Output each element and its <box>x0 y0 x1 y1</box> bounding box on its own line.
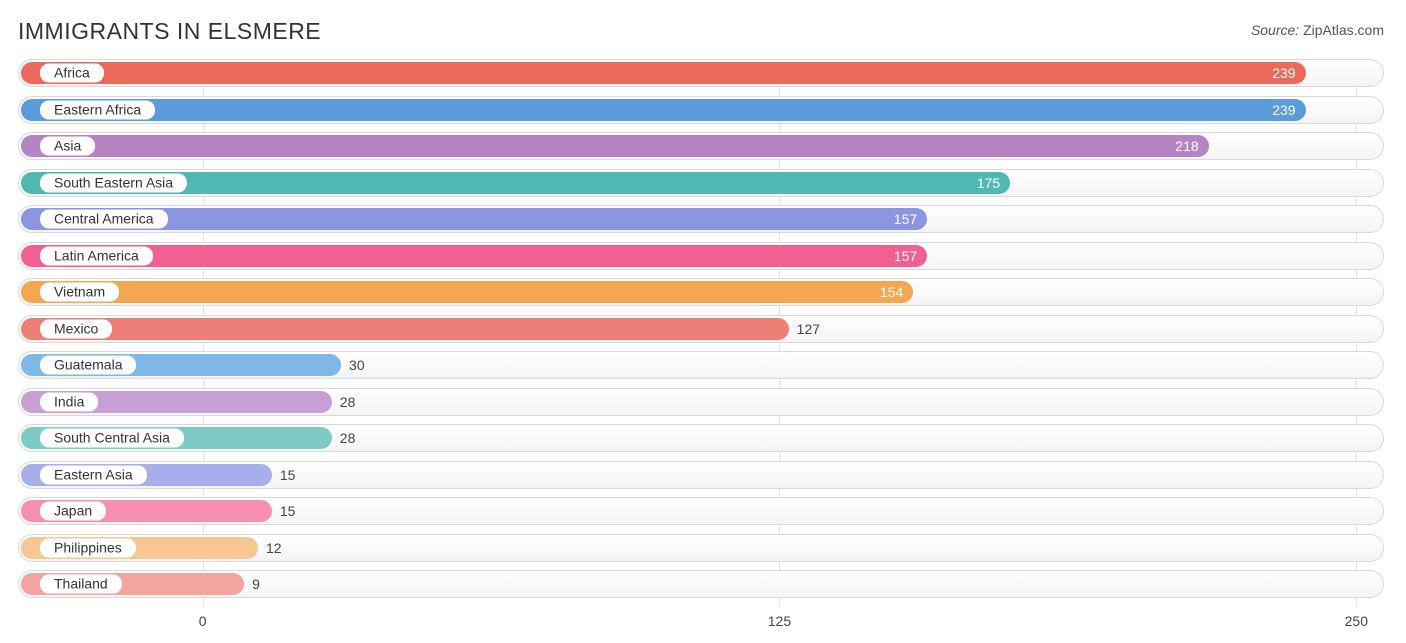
category-label: Mexico <box>54 320 98 336</box>
source-attribution: Source: ZipAtlas.com <box>1251 18 1384 38</box>
bar-fill <box>21 62 1306 84</box>
category-pill: Africa <box>39 63 105 84</box>
category-label: Africa <box>54 65 90 81</box>
category-label: Eastern Asia <box>54 466 133 482</box>
category-label: Asia <box>54 138 81 154</box>
bar-row: Asia 218 <box>18 132 1384 160</box>
category-label: Guatemala <box>54 357 122 373</box>
x-axis-tick-label: 125 <box>768 613 791 629</box>
category-label: Thailand <box>54 576 108 592</box>
x-axis-tick-label: 250 <box>1345 613 1368 629</box>
value-label: 157 <box>894 211 917 227</box>
bar-fill <box>21 281 913 303</box>
category-pill: Central America <box>39 209 169 230</box>
source-label: Source: <box>1251 22 1299 38</box>
category-pill: Mexico <box>39 318 113 339</box>
value-label: 239 <box>1272 102 1295 118</box>
category-pill: South Eastern Asia <box>39 172 188 193</box>
header: IMMIGRANTS IN ELSMERE Source: ZipAtlas.c… <box>18 18 1384 45</box>
chart-container: IMMIGRANTS IN ELSMERE Source: ZipAtlas.c… <box>0 0 1406 643</box>
bar-row: Philippines 12 <box>18 534 1384 562</box>
bar-row: Thailand 9 <box>18 570 1384 598</box>
category-label: Philippines <box>54 539 122 555</box>
category-pill: Asia <box>39 136 96 157</box>
category-pill: Japan <box>39 501 107 522</box>
value-label: 30 <box>349 357 365 373</box>
value-label: 218 <box>1175 138 1198 154</box>
bar-row: Japan 15 <box>18 497 1384 525</box>
x-axis: 0 125 250 <box>18 607 1384 637</box>
bar-rows: Africa 239 Eastern Africa 239 Asia 218 South E… <box>18 59 1384 598</box>
category-pill: Guatemala <box>39 355 137 376</box>
value-label: 28 <box>340 394 356 410</box>
category-label: Latin America <box>54 247 139 263</box>
bar-row: Eastern Asia 15 <box>18 461 1384 489</box>
value-label: 175 <box>977 175 1000 191</box>
bar-row: India 28 <box>18 388 1384 416</box>
category-pill: India <box>39 391 99 412</box>
bar-row: Central America 157 <box>18 205 1384 233</box>
bar-row: South Eastern Asia 175 <box>18 169 1384 197</box>
category-pill: Vietnam <box>39 282 120 303</box>
bar-row: Guatemala 30 <box>18 351 1384 379</box>
bar-fill <box>21 135 1209 157</box>
value-label: 15 <box>280 503 296 519</box>
bar-row: Eastern Africa 239 <box>18 96 1384 124</box>
category-pill: Eastern Asia <box>39 464 148 485</box>
category-label: Central America <box>54 211 154 227</box>
category-pill: Thailand <box>39 574 123 595</box>
category-label: Japan <box>54 503 92 519</box>
bar-fill <box>21 318 789 340</box>
bar-row: Africa 239 <box>18 59 1384 87</box>
category-pill: Philippines <box>39 537 137 558</box>
bar-row: Vietnam 154 <box>18 278 1384 306</box>
category-pill: Eastern Africa <box>39 99 156 120</box>
source-name: ZipAtlas.com <box>1303 22 1384 38</box>
value-label: 127 <box>797 321 820 337</box>
category-label: South Central Asia <box>54 430 170 446</box>
value-label: 154 <box>880 284 903 300</box>
value-label: 157 <box>894 248 917 264</box>
category-label: Vietnam <box>54 284 105 300</box>
bar-row: South Central Asia 28 <box>18 424 1384 452</box>
category-label: India <box>54 393 84 409</box>
chart-area: Africa 239 Eastern Africa 239 Asia 218 South E… <box>18 59 1384 637</box>
category-label: Eastern Africa <box>54 101 141 117</box>
bar-row: Mexico 127 <box>18 315 1384 343</box>
value-label: 15 <box>280 467 296 483</box>
value-label: 28 <box>340 430 356 446</box>
value-label: 239 <box>1272 65 1295 81</box>
chart-title: IMMIGRANTS IN ELSMERE <box>18 18 321 45</box>
bar-fill <box>21 245 927 267</box>
value-label: 12 <box>266 540 282 556</box>
category-label: South Eastern Asia <box>54 174 173 190</box>
bar-fill <box>21 99 1306 121</box>
category-pill: Latin America <box>39 245 154 266</box>
value-label: 9 <box>252 576 260 592</box>
x-axis-tick-label: 0 <box>199 613 207 629</box>
category-pill: South Central Asia <box>39 428 185 449</box>
bar-row: Latin America 157 <box>18 242 1384 270</box>
